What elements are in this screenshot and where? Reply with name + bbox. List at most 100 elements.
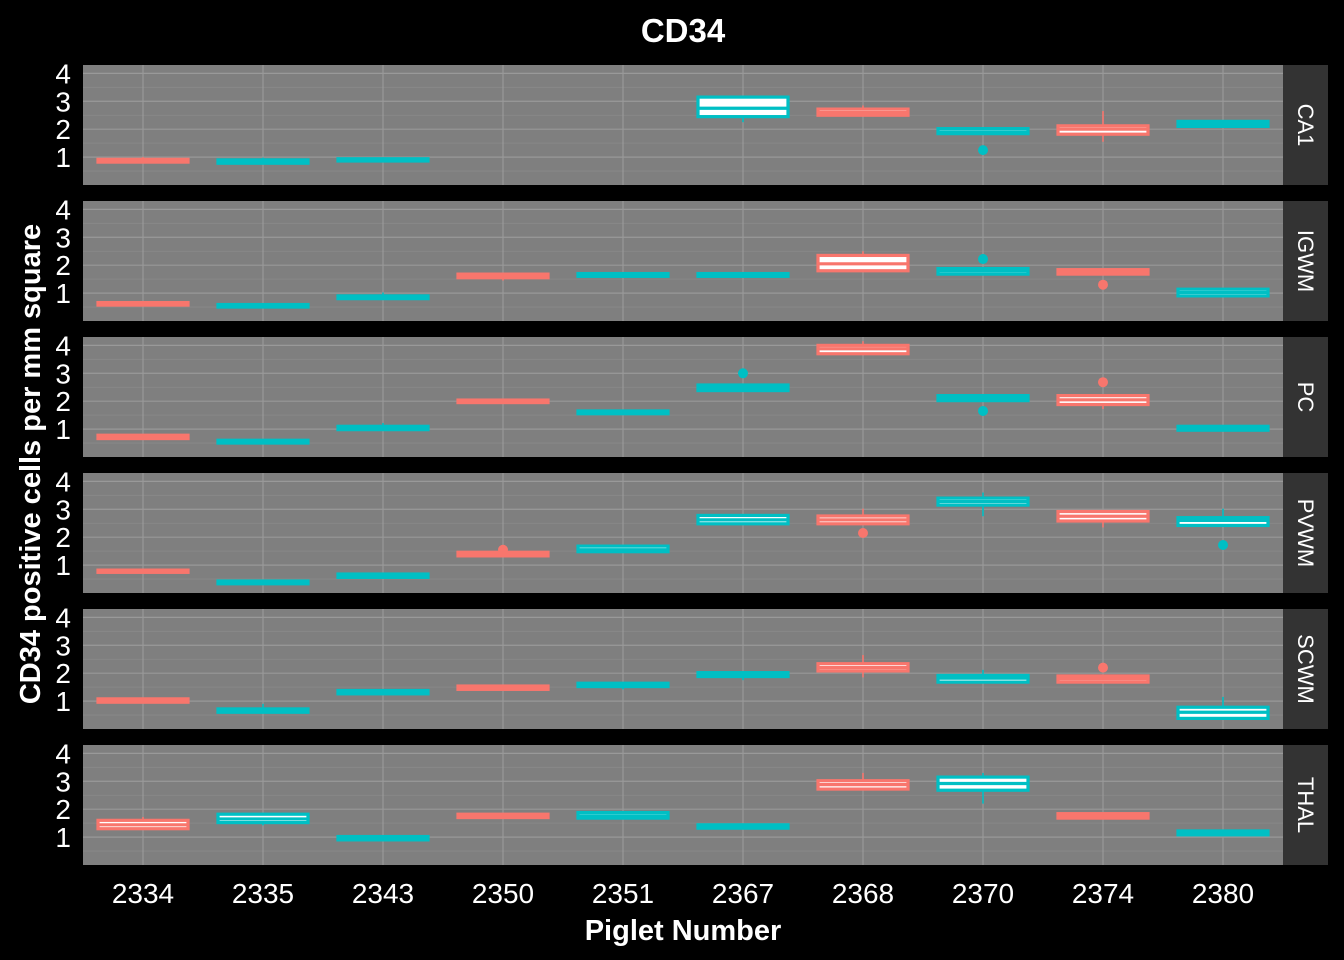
box-pc-2350 bbox=[456, 398, 550, 405]
x-tick-label: 2370 bbox=[952, 878, 1014, 909]
box-pvwm-2335 bbox=[216, 579, 310, 586]
outlier-point bbox=[978, 254, 988, 265]
box-ca1-2334 bbox=[96, 157, 190, 164]
box-thal-2367 bbox=[696, 823, 790, 830]
outlier-point bbox=[498, 544, 508, 555]
box-scwm-2368 bbox=[816, 655, 910, 678]
box-scwm-2374 bbox=[1056, 662, 1150, 684]
y-tick-label: 4 bbox=[55, 58, 71, 89]
x-axis-title: Piglet Number bbox=[585, 915, 782, 947]
box-scwm-2370 bbox=[936, 669, 1030, 684]
box-scwm-2343 bbox=[336, 688, 430, 696]
strip-label: THAL bbox=[1293, 777, 1318, 833]
x-tick-label: 2380 bbox=[1192, 878, 1254, 909]
box-thal-2334 bbox=[96, 817, 190, 831]
y-axis-title: CD34 positive cells per mm square bbox=[15, 224, 47, 704]
outlier-point bbox=[1218, 540, 1228, 550]
box-igwm-2335 bbox=[216, 302, 310, 309]
box-igwm-2368 bbox=[816, 251, 910, 273]
strip-label: PC bbox=[1293, 382, 1318, 413]
y-tick-label: 1 bbox=[55, 686, 71, 717]
y-tick-label: 4 bbox=[55, 466, 71, 497]
y-tick-label: 1 bbox=[55, 822, 71, 853]
box-pc-2351 bbox=[576, 409, 670, 416]
box-ca1-2370 bbox=[936, 127, 1030, 156]
box-thal-2368 bbox=[816, 772, 910, 791]
box-pc-2380 bbox=[1176, 424, 1270, 432]
y-tick-label: 1 bbox=[55, 550, 71, 581]
box-scwm-2335 bbox=[216, 703, 310, 714]
facet-panels: 1234CA11234IGWM1234PC1234PVWM1234SCWM123… bbox=[55, 58, 1328, 865]
box-thal-2374 bbox=[1056, 812, 1150, 820]
y-tick-label: 2 bbox=[55, 386, 71, 417]
y-tick-label: 1 bbox=[55, 414, 71, 445]
panel-background bbox=[83, 473, 1283, 593]
y-tick-label: 2 bbox=[55, 794, 71, 825]
outlier-point bbox=[978, 145, 988, 156]
y-tick-label: 3 bbox=[55, 766, 71, 797]
outlier-point bbox=[1098, 279, 1108, 290]
box-pvwm-2367 bbox=[696, 513, 790, 526]
box-ca1-2367 bbox=[696, 95, 790, 123]
panel-background bbox=[83, 201, 1283, 321]
x-tick-label: 2368 bbox=[832, 878, 894, 909]
box-pvwm-2368 bbox=[816, 508, 910, 538]
box-pvwm-2351 bbox=[576, 544, 670, 554]
box-scwm-2367 bbox=[696, 671, 790, 681]
box-ca1-2380 bbox=[1176, 119, 1270, 128]
outlier-point bbox=[978, 405, 988, 416]
strip-background bbox=[1283, 65, 1328, 185]
box-pvwm-2350 bbox=[456, 544, 550, 558]
box-scwm-2334 bbox=[96, 697, 190, 704]
box-pvwm-2374 bbox=[1056, 509, 1150, 528]
box-thal-2370 bbox=[936, 772, 1030, 804]
panel-background bbox=[83, 745, 1283, 865]
strip-background bbox=[1283, 201, 1328, 321]
x-tick-label: 2335 bbox=[232, 878, 294, 909]
y-tick-label: 2 bbox=[55, 658, 71, 689]
y-tick-label: 3 bbox=[55, 494, 71, 525]
y-tick-label: 2 bbox=[55, 250, 71, 281]
x-tick-label: 2350 bbox=[472, 878, 534, 909]
box-thal-2343 bbox=[336, 834, 430, 842]
x-tick-label: 2367 bbox=[712, 878, 774, 909]
box-pc-2343 bbox=[336, 422, 430, 432]
box-pvwm-2370 bbox=[936, 492, 1030, 517]
box-pc-2367 bbox=[696, 368, 790, 393]
box-igwm-2334 bbox=[96, 300, 190, 307]
box-igwm-2350 bbox=[456, 272, 550, 281]
box-igwm-2343 bbox=[336, 292, 430, 301]
outlier-point bbox=[1098, 662, 1108, 673]
x-tick-label: 2343 bbox=[352, 878, 414, 909]
outlier-point bbox=[1098, 377, 1108, 388]
strip-label: PVWM bbox=[1293, 499, 1318, 567]
y-tick-label: 2 bbox=[55, 114, 71, 145]
y-tick-label: 1 bbox=[55, 278, 71, 309]
box-igwm-2374 bbox=[1056, 268, 1150, 290]
strip-background bbox=[1283, 609, 1328, 729]
box-pc-2370 bbox=[936, 394, 1030, 416]
y-tick-label: 4 bbox=[55, 602, 71, 633]
box-pc-2368 bbox=[816, 341, 910, 356]
y-tick-label: 4 bbox=[55, 330, 71, 361]
box-igwm-2367 bbox=[696, 271, 790, 278]
box-ca1-2343 bbox=[336, 157, 430, 163]
box-ca1-2368 bbox=[816, 105, 910, 117]
box-pvwm-2334 bbox=[96, 568, 190, 574]
outlier-point bbox=[858, 528, 868, 538]
box-igwm-2380 bbox=[1176, 287, 1270, 298]
chart-title: CD34 bbox=[641, 12, 726, 49]
box-pvwm-2380 bbox=[1176, 508, 1270, 550]
x-tick-label: 2374 bbox=[1072, 878, 1134, 909]
box-thal-2335 bbox=[216, 812, 310, 826]
box-thal-2380 bbox=[1176, 829, 1270, 837]
box-ca1-2335 bbox=[216, 157, 310, 165]
box-pc-2335 bbox=[216, 438, 310, 445]
y-tick-label: 3 bbox=[55, 358, 71, 389]
box-thal-2351 bbox=[576, 810, 670, 820]
